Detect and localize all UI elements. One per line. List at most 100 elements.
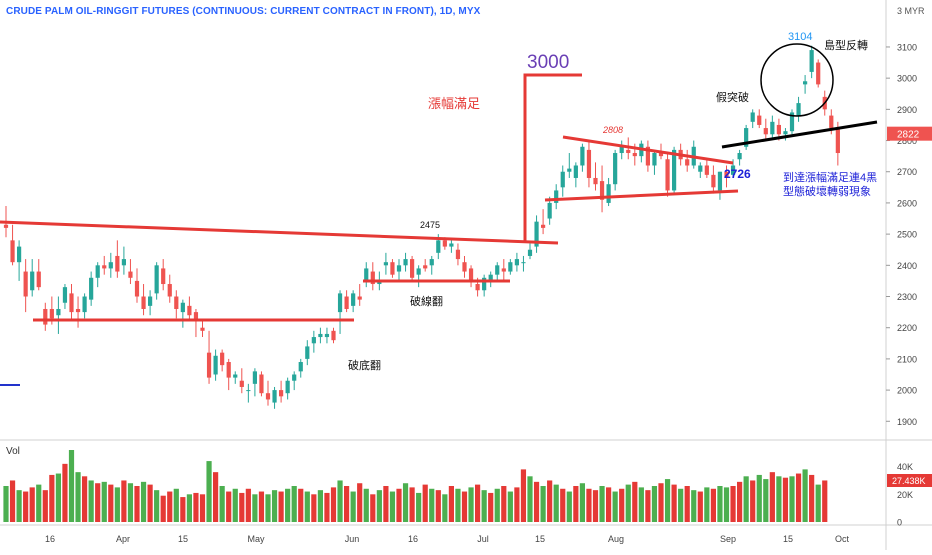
volume-bar xyxy=(252,494,258,522)
candle-body xyxy=(527,249,533,256)
last-price-tag xyxy=(887,126,932,141)
volume-tick-label: 40K xyxy=(897,462,913,472)
volume-bar xyxy=(520,469,527,522)
volume-bar xyxy=(88,480,94,522)
candle-body xyxy=(685,159,690,166)
time-tick-label: Sep xyxy=(720,534,736,544)
time-tick-label: Jun xyxy=(345,534,360,544)
price-tick-label: 2000 xyxy=(897,386,917,396)
volume-bar xyxy=(239,492,245,522)
candle-body xyxy=(265,393,271,400)
candle-body xyxy=(17,246,22,263)
high-2475-label: 2475 xyxy=(420,220,440,230)
candle-body xyxy=(351,293,356,306)
candle-body xyxy=(305,346,310,359)
candle-body xyxy=(396,265,402,272)
price-tick-label: 3100 xyxy=(897,42,917,52)
candle-body xyxy=(429,259,434,266)
volume-bar xyxy=(442,494,448,522)
candle-body xyxy=(344,296,349,309)
volume-bar xyxy=(573,486,579,522)
candle-body xyxy=(462,262,467,272)
candle-body xyxy=(816,62,821,85)
candle-body xyxy=(95,265,100,278)
volume-bar xyxy=(68,450,75,522)
candle-body xyxy=(36,271,41,288)
candle-body xyxy=(75,308,81,313)
volume-bar xyxy=(173,488,179,522)
time-tick-label: 16 xyxy=(408,534,418,544)
volume-bar xyxy=(664,479,671,522)
volume-bar xyxy=(638,487,644,522)
volume-bar xyxy=(743,476,749,522)
candle-body xyxy=(724,171,729,178)
candle-body xyxy=(226,362,231,378)
volume-bar xyxy=(42,490,48,522)
candle-body xyxy=(541,224,546,228)
candle-body xyxy=(757,115,762,125)
candle-body xyxy=(43,308,48,325)
volume-bar xyxy=(710,488,716,522)
candle-body xyxy=(580,146,585,166)
resistance-line xyxy=(0,220,559,245)
volume-bar xyxy=(697,491,703,522)
time-tick-label: 15 xyxy=(783,534,793,544)
volume-bar xyxy=(514,487,520,522)
candle-body xyxy=(776,124,781,135)
note-line-1: 到達漲幅滿足連4黑 xyxy=(783,170,877,184)
candle-body xyxy=(809,50,814,72)
candle-body xyxy=(148,296,153,306)
time-tick-label: Oct xyxy=(835,534,850,544)
volume-bar xyxy=(363,488,369,522)
volume-bar xyxy=(245,488,251,522)
candle-body xyxy=(167,284,172,297)
volume-bar xyxy=(140,481,147,522)
time-tick-label: Jul xyxy=(477,534,489,544)
candle-body xyxy=(161,268,166,285)
volume-bar xyxy=(606,487,612,522)
volume-bar xyxy=(134,486,140,522)
volume-bar xyxy=(547,480,553,522)
volume-bar xyxy=(422,484,428,522)
price-axis-unit-prefix: 3 xyxy=(897,6,903,16)
candle-body xyxy=(187,305,192,316)
volume-bar xyxy=(691,490,697,522)
volume-bar xyxy=(370,494,376,522)
candle-body xyxy=(508,262,513,272)
neckline xyxy=(721,120,878,149)
volume-bar xyxy=(383,486,389,522)
candle-body xyxy=(239,380,244,387)
volume-bar xyxy=(533,481,540,522)
price-tick-label: 2400 xyxy=(897,261,917,271)
candle-body xyxy=(213,355,218,375)
volume-bar xyxy=(357,483,363,522)
volume-bar xyxy=(226,491,232,522)
volume-bar xyxy=(265,494,271,522)
volume-bar xyxy=(317,490,323,522)
volume-bar xyxy=(114,487,120,522)
candle-body xyxy=(599,181,605,200)
volume-bar xyxy=(127,483,134,522)
volume-bar xyxy=(455,488,461,522)
volume-bar xyxy=(730,486,736,522)
candle-body xyxy=(586,149,592,178)
candle-body xyxy=(488,274,493,281)
high-3104-label: 3104 xyxy=(788,31,812,43)
candle-body xyxy=(318,333,323,338)
chart-title: CRUDE PALM OIL-RINGGIT FUTURES (CONTINUO… xyxy=(6,6,481,17)
volume-bar xyxy=(3,486,9,522)
candle-body xyxy=(102,265,107,269)
candle-body xyxy=(803,81,808,85)
candle-body xyxy=(554,190,559,203)
volume-bar xyxy=(612,491,618,522)
volume-bar xyxy=(763,479,769,522)
volume-bar xyxy=(160,495,166,522)
volume-bar xyxy=(298,488,304,522)
candle-body xyxy=(10,240,15,263)
candle-body xyxy=(423,265,428,269)
candle-body xyxy=(30,271,35,291)
candle-body xyxy=(383,262,388,266)
candle-body xyxy=(233,374,238,378)
time-tick-label: 15 xyxy=(178,534,188,544)
